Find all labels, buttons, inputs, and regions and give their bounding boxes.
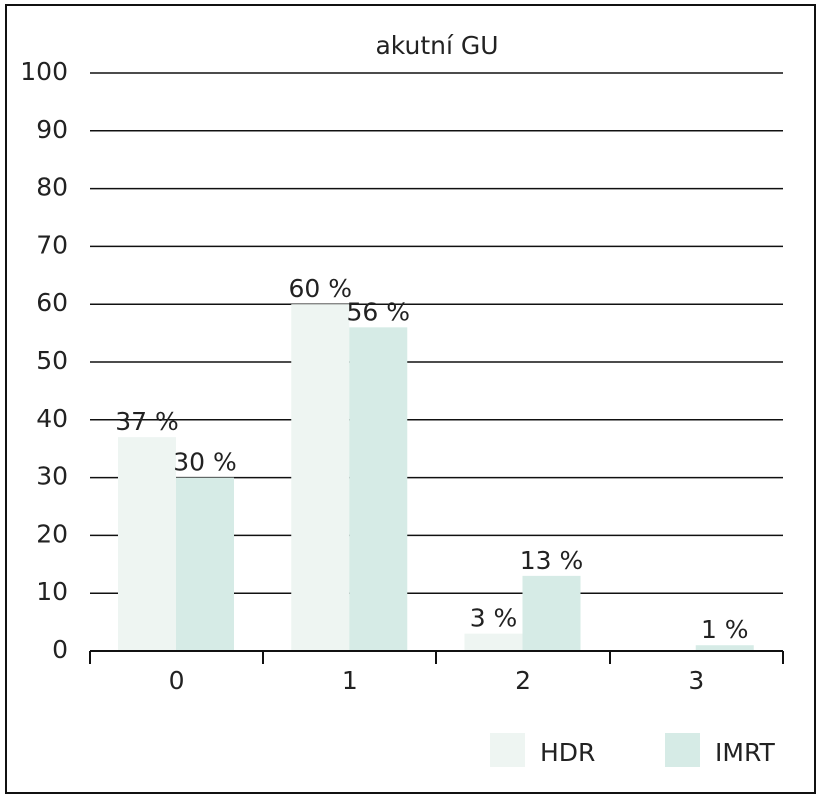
y-tick-label: 30 [36, 462, 68, 491]
legend-swatch [665, 733, 700, 767]
y-tick-label: 60 [36, 288, 68, 317]
bar [522, 575, 581, 651]
value-label: 56 % [346, 297, 410, 326]
x-tick-label: 3 [688, 666, 704, 695]
y-tick-label: 50 [36, 346, 68, 375]
legend-label: IMRT [715, 738, 775, 767]
bars [90, 72, 783, 652]
bar [176, 477, 234, 651]
bar [349, 327, 408, 651]
bar [695, 645, 754, 651]
y-tick-label: 80 [36, 173, 68, 202]
y-tick-label: 10 [36, 577, 68, 606]
chart-title: akutní GU [375, 31, 498, 60]
y-tick-label: 70 [36, 230, 68, 259]
bar [464, 633, 523, 651]
frame [5, 4, 816, 794]
x-tick-label: 2 [515, 666, 531, 695]
y-tick-label: 40 [36, 404, 68, 433]
legend-label: HDR [540, 738, 595, 767]
bar [291, 304, 350, 651]
value-label: 13 % [520, 546, 584, 575]
value-label: 1 % [701, 615, 749, 644]
value-label: 60 % [288, 274, 352, 303]
y-tick-label: 0 [52, 635, 68, 664]
legend-swatch [490, 733, 525, 767]
x-tick-label: 1 [342, 666, 358, 695]
bar [118, 437, 176, 651]
y-tick-label: 100 [20, 57, 68, 86]
value-label: 30 % [173, 448, 237, 477]
value-label: 37 % [115, 407, 179, 436]
x-tick-label: 0 [169, 666, 185, 695]
value-label: 3 % [470, 604, 518, 633]
axis [89, 650, 784, 664]
y-tick-label: 20 [36, 519, 68, 548]
y-tick-label: 90 [36, 115, 68, 144]
